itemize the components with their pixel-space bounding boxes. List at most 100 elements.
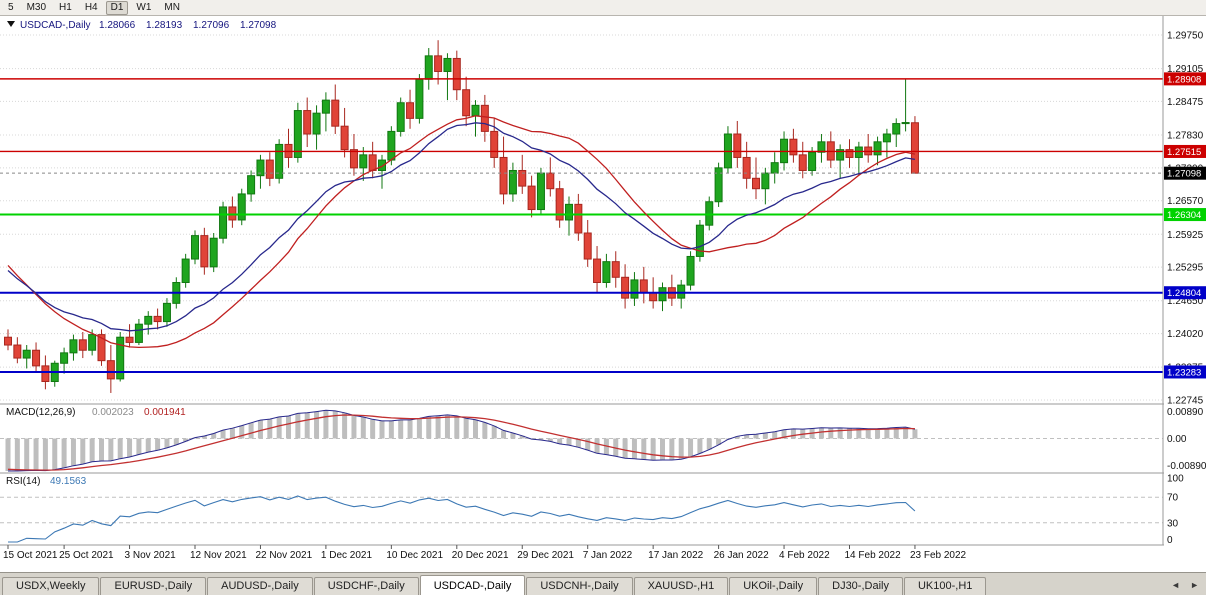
time-axis-label: 14 Feb 2022	[845, 550, 902, 561]
candle	[275, 139, 284, 184]
macd-histogram-bar	[388, 420, 394, 439]
candle	[864, 134, 873, 163]
macd-panel-header: MACD(12,26,9) 0.002023 0.001941	[6, 407, 186, 418]
macd-histogram-bar	[753, 434, 759, 439]
candle	[312, 105, 321, 150]
chart-tab-uk100-h1[interactable]: UK100-,H1	[903, 577, 987, 595]
macd-histogram-bar	[790, 428, 796, 439]
candle	[415, 74, 424, 124]
macd-histogram-bar	[912, 429, 918, 439]
chart-tab-xauusd-h1[interactable]: XAUUSD-,H1	[633, 577, 729, 595]
panel-separators	[0, 403, 1206, 546]
macd-histogram-bar	[183, 438, 189, 442]
timeframe-button-5[interactable]: 5	[8, 1, 14, 13]
candle	[574, 193, 583, 241]
candle	[593, 246, 602, 293]
macd-histogram-bar	[884, 428, 890, 439]
svg-text:1.27515: 1.27515	[1167, 147, 1201, 158]
macd-histogram-bar	[360, 417, 366, 439]
macd-histogram-bar	[482, 422, 488, 439]
macd-histogram-bar	[370, 419, 376, 439]
candle	[340, 107, 349, 158]
level-price-tag: 1.26304	[1164, 208, 1206, 222]
chart-tab-audusd-daily[interactable]: AUDUSD-,Daily	[207, 577, 313, 595]
candle	[621, 264, 630, 309]
chart-tab-eurusd-daily[interactable]: EURUSD-,Daily	[100, 577, 207, 595]
candle	[134, 318, 143, 346]
chart-render-layer: 1.297501.291051.284751.278301.272001.265…	[0, 16, 1206, 572]
time-axis-label: 26 Jan 2022	[714, 550, 769, 561]
timeframe-button-h1[interactable]: H1	[59, 1, 72, 13]
macd-main-value: 0.002023	[92, 407, 134, 418]
svg-text:1.24804: 1.24804	[1167, 288, 1201, 299]
macd-histogram-bar	[211, 433, 217, 439]
candle	[228, 196, 237, 228]
candle	[191, 230, 199, 265]
macd-histogram-bar	[660, 438, 665, 460]
candle	[752, 157, 760, 200]
rsi-line	[8, 495, 916, 543]
macd-histogram-bar	[70, 438, 76, 466]
candle	[798, 141, 807, 179]
candle	[396, 97, 405, 137]
candle	[162, 298, 171, 327]
candle	[761, 167, 770, 205]
timeframe-button-m30[interactable]: M30	[26, 1, 47, 13]
time-axis-label: 10 Dec 2021	[386, 550, 443, 561]
macd-histogram-bar	[463, 418, 469, 439]
candle	[910, 116, 919, 174]
candle	[480, 94, 489, 142]
candle	[125, 324, 134, 348]
price-axis-label: 1.25925	[1167, 230, 1204, 241]
candle	[265, 152, 274, 187]
macd-histogram-bar	[772, 431, 778, 439]
candle	[639, 266, 648, 304]
candle	[378, 154, 386, 189]
candle	[237, 188, 246, 226]
macd-histogram-bar	[155, 438, 161, 451]
candle	[22, 345, 31, 369]
candle	[406, 89, 415, 129]
timeframe-button-w1[interactable]: W1	[136, 1, 152, 13]
candle	[144, 311, 153, 335]
candle	[106, 345, 115, 393]
macd-histogram-bar	[547, 438, 553, 442]
macd-histogram-bar	[566, 438, 572, 446]
candle	[303, 97, 312, 148]
chart-tab-ukoil-daily[interactable]: UKOil-,Daily	[729, 577, 818, 595]
macd-histogram-bar	[407, 419, 413, 439]
macd-histogram-bar	[89, 438, 95, 462]
chart-tab-dj30-daily[interactable]: DJ30-,Daily	[818, 577, 903, 595]
tab-scroll-left-icon[interactable]: ◄	[1171, 580, 1181, 590]
rsi-axis-label: 70	[1167, 493, 1179, 504]
price-chart[interactable]: 1.297501.291051.284751.278301.272001.265…	[0, 16, 1206, 572]
candle	[882, 128, 891, 158]
level-lines-layer	[0, 78, 1163, 373]
candle	[770, 152, 779, 184]
timeframe-button-d1[interactable]: D1	[105, 0, 129, 15]
macd-histogram-bar	[491, 425, 497, 439]
chart-tab-usdx-weekly[interactable]: USDX,Weekly	[2, 577, 100, 595]
candle	[153, 308, 162, 330]
timeframe-button-mn[interactable]: MN	[164, 1, 180, 13]
macd-histogram-bar	[416, 418, 422, 439]
macd-histogram-bar	[426, 416, 432, 439]
chart-tab-usdcnh-daily[interactable]: USDCNH-,Daily	[526, 577, 633, 595]
candle	[78, 332, 87, 359]
timeframe-button-h4[interactable]: H4	[84, 1, 98, 13]
candle	[219, 201, 228, 244]
time-axis-label: 23 Feb 2022	[910, 550, 967, 561]
macd-histogram-bar	[622, 438, 628, 459]
chart-tab-usdcad-daily[interactable]: USDCAD-,Daily	[419, 575, 526, 595]
tab-scroll-right-icon[interactable]: ►	[1190, 580, 1199, 590]
chart-tab-usdchf-daily[interactable]: USDCHF-,Daily	[313, 577, 419, 595]
svg-text:1.27098: 1.27098	[1167, 169, 1201, 180]
symbol-dropdown-icon[interactable]	[7, 21, 15, 27]
macd-histogram-bar	[697, 438, 703, 454]
macd-histogram-bar	[847, 428, 852, 439]
moving-averages-layer	[7, 115, 916, 349]
candle	[723, 126, 732, 174]
macd-histogram-bar	[332, 410, 338, 439]
candle	[817, 134, 826, 163]
macd-histogram-bar	[688, 438, 694, 457]
